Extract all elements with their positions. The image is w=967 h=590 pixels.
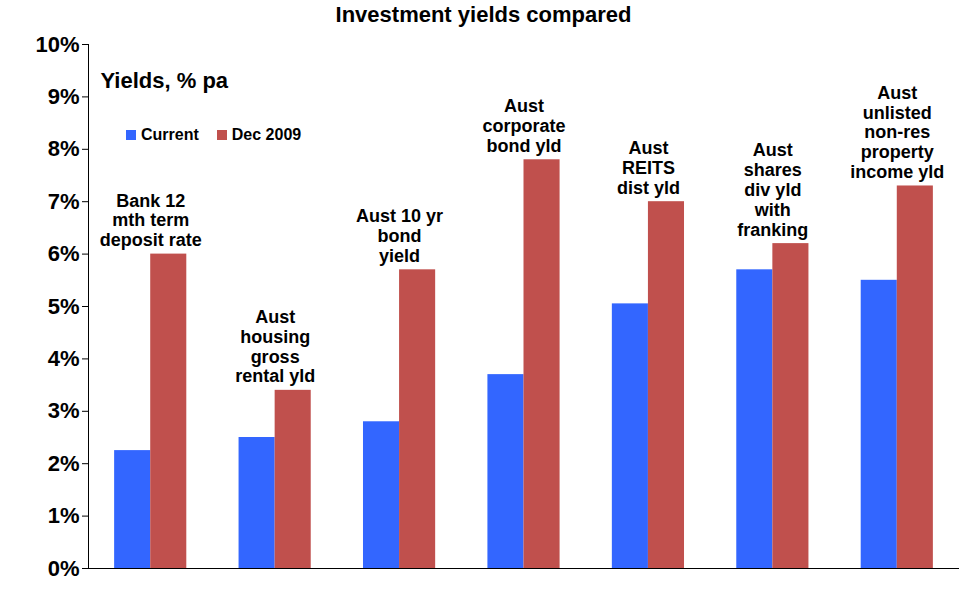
- html-text:Investment yields compared: Investment yields compared: [335, 2, 632, 27]
- svg-text:1%: 1%: [48, 503, 80, 528]
- svg-text:Austcorporatebond yld: Austcorporatebond yld: [482, 96, 565, 156]
- svg-text:0%: 0%: [48, 556, 80, 581]
- svg-text:2%: 2%: [48, 451, 80, 476]
- svg-text:4%: 4%: [48, 346, 80, 371]
- svg-text:6%: 6%: [48, 241, 80, 266]
- svg-text:Aust 10 yrbondyield: Aust 10 yrbondyield: [356, 206, 443, 266]
- svg-text:8%: 8%: [48, 136, 80, 161]
- svg-text:5%: 5%: [48, 294, 80, 319]
- svg-text:9%: 9%: [48, 84, 80, 109]
- svg-text:Austhousinggrossrental yld: Austhousinggrossrental yld: [235, 307, 315, 386]
- html-text:Current: Current: [141, 126, 199, 143]
- svg-text:7%: 7%: [48, 189, 80, 214]
- svg-text:3%: 3%: [48, 398, 80, 423]
- svg-text:Yields, % pa: Yields, % pa: [101, 68, 229, 93]
- svg-text:Austunlistednon-respropertyinc: Austunlistednon-respropertyincome yld: [850, 83, 944, 182]
- svg-text:AustREITSdist yld: AustREITSdist yld: [617, 138, 680, 198]
- html-text:Dec 2009: Dec 2009: [231, 126, 302, 143]
- svg-text:Austsharesdiv yldwithfranking: Austsharesdiv yldwithfranking: [737, 140, 808, 239]
- svg-text:Bank 12mth termdeposit rate: Bank 12mth termdeposit rate: [100, 191, 202, 251]
- svg-text:10%: 10%: [35, 32, 79, 57]
